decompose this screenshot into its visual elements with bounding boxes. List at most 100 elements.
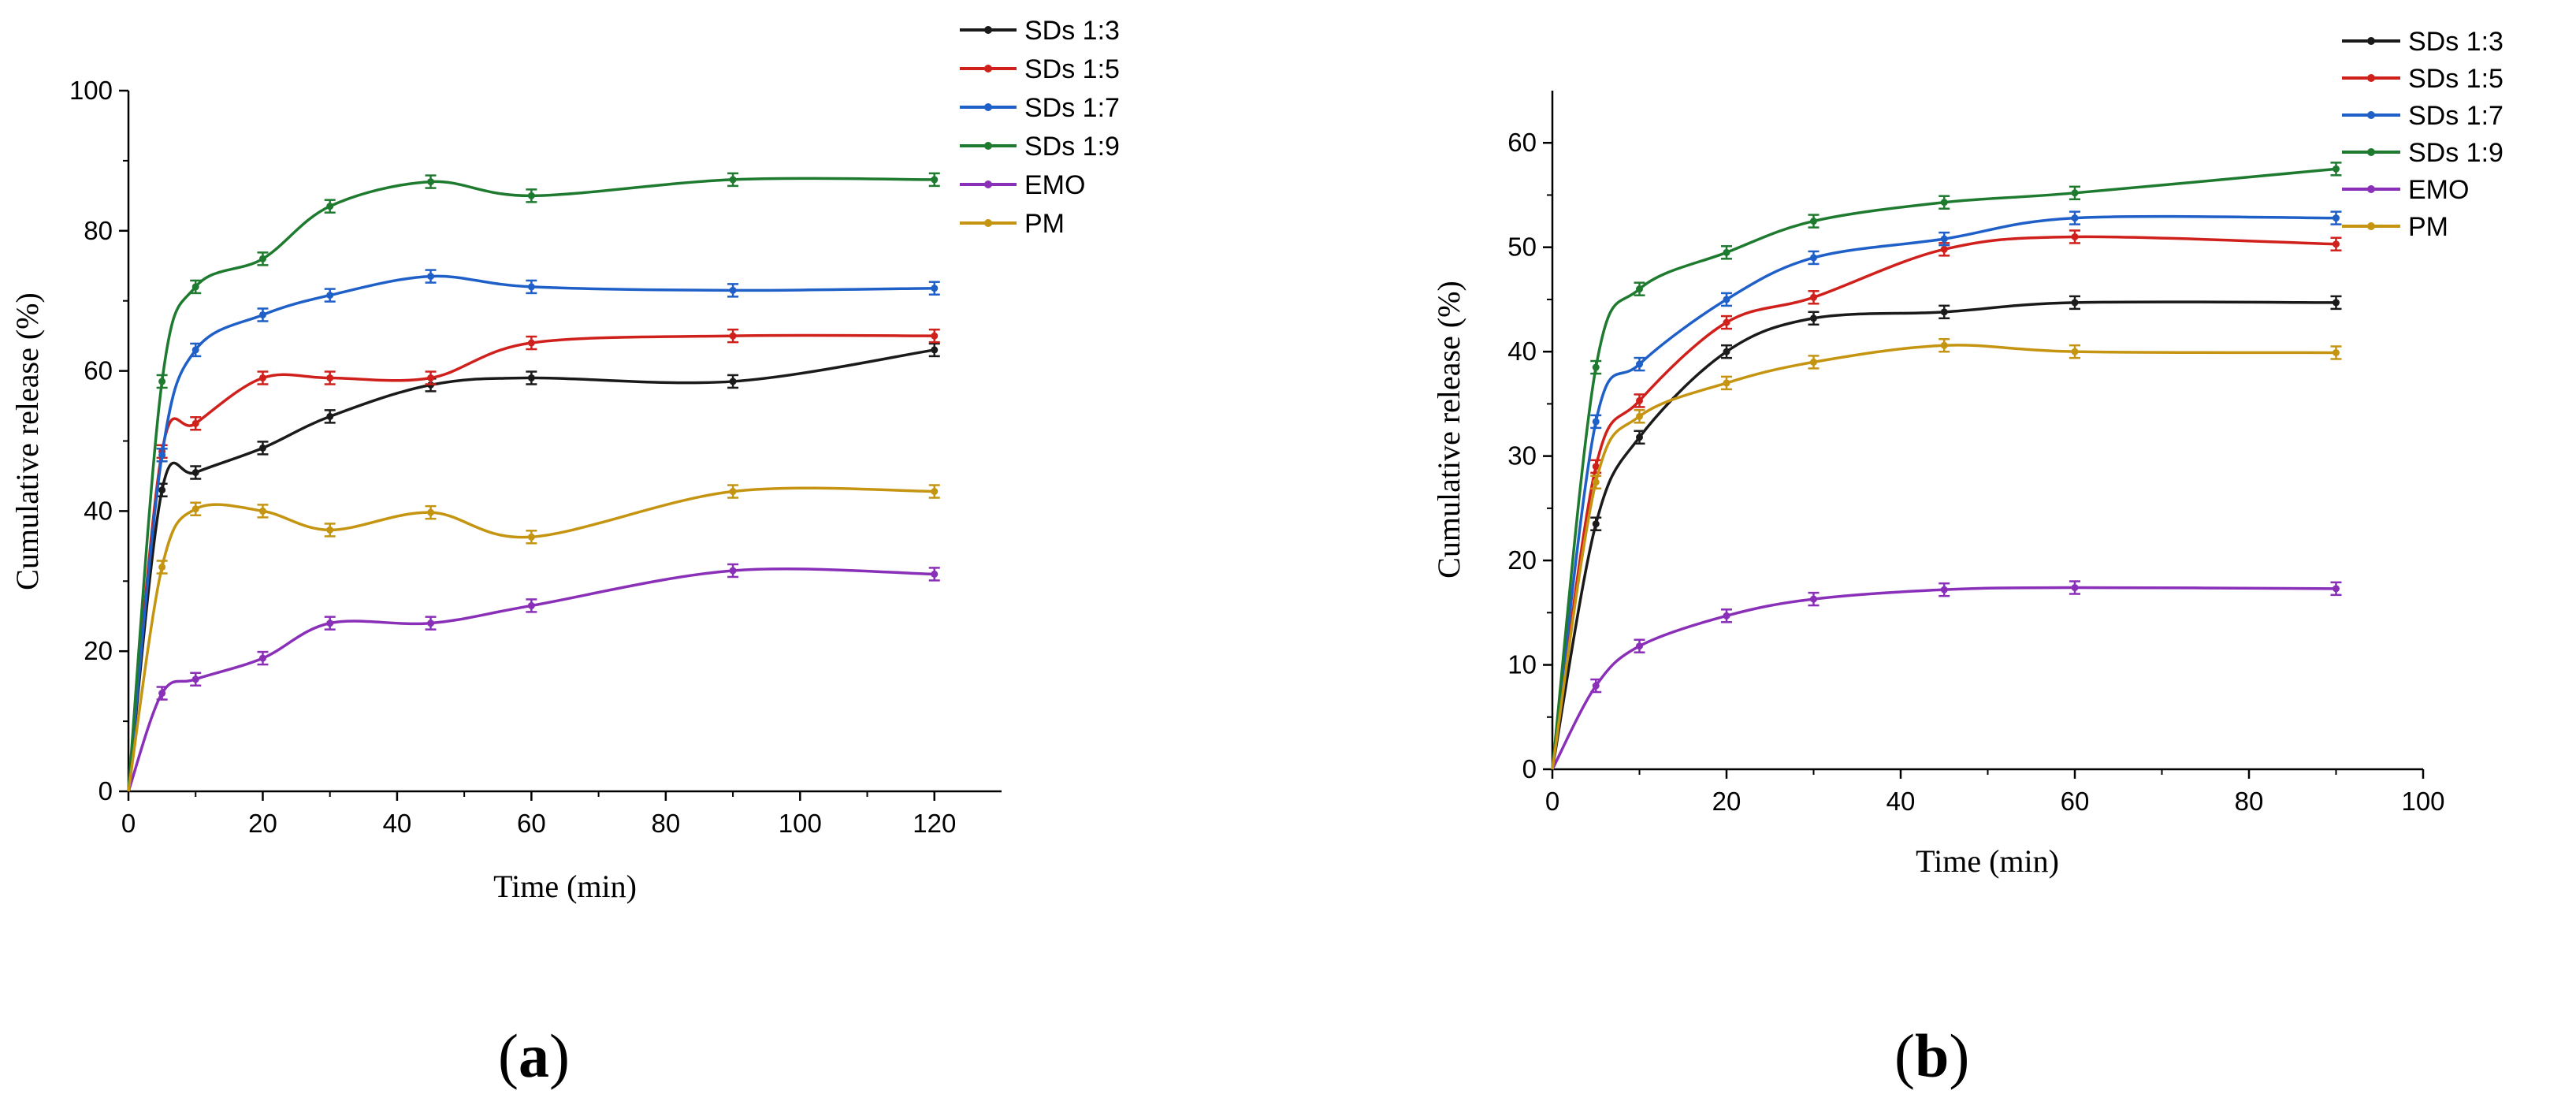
- chart-b-marker: [2071, 584, 2079, 592]
- chart-a-x-tick-label: 80: [651, 809, 680, 838]
- chart-a-series-line-pm: [127, 486, 935, 792]
- chart-a-point-pm: [526, 530, 537, 545]
- chart-a-point-pm: [190, 501, 202, 516]
- chart-a-marker: [191, 675, 199, 683]
- chart-a-point-emo: [928, 567, 940, 582]
- chart-b-marker: [2071, 348, 2079, 355]
- chart-b-marker: [1940, 308, 1948, 316]
- chart-a-x-tick-label: 100: [779, 809, 822, 838]
- chart-b-marker: [2333, 240, 2340, 248]
- chart-b-legend-marker: [2367, 111, 2375, 119]
- chart-a-marker: [258, 654, 266, 662]
- chart-a-point-sds-1-5: [257, 370, 269, 385]
- chart-a-y-tick-label: 20: [84, 636, 113, 665]
- chart-a-point-sds-1-7: [425, 269, 437, 284]
- chart-b-point-sds-1-3: [2069, 295, 2080, 311]
- chart-b-x-tick-label: 20: [1712, 787, 1741, 816]
- chart-a-marker: [427, 273, 435, 281]
- chart-b-marker: [1592, 463, 1600, 471]
- chart-b-x-tick-label: 100: [2401, 787, 2444, 816]
- chart-b-point-emo: [2069, 580, 2080, 595]
- chart-a-point-emo: [257, 650, 269, 666]
- chart-b-marker: [2071, 189, 2079, 197]
- chart-a-point-sds-1-9: [425, 174, 437, 189]
- chart-a-marker: [527, 533, 535, 541]
- chart-a-marker: [258, 374, 266, 381]
- chart-a-y-tick-label: 80: [84, 216, 113, 245]
- chart-b-legend-marker: [2367, 74, 2375, 82]
- chart-a-marker: [729, 488, 737, 496]
- chart-a-marker: [191, 419, 199, 427]
- chart-b-marker: [1723, 348, 1730, 355]
- chart-a-marker: [729, 332, 737, 340]
- chart-b-legend-label: PM: [2408, 212, 2448, 242]
- chart-b-x-tick-label: 60: [2061, 787, 2090, 816]
- chart-b-marker: [1636, 412, 1643, 420]
- chart-a-y-tick-label: 60: [84, 356, 113, 385]
- chart-a-point-sds-1-9: [324, 199, 336, 214]
- chart-a-marker: [326, 526, 334, 534]
- chart-a-marker: [158, 690, 166, 698]
- chart-b-marker: [1636, 396, 1643, 404]
- chart-a-series-line-sds-1-9: [127, 177, 935, 792]
- chart-b-y-tick-label: 0: [1522, 754, 1537, 783]
- chart-a-point-sds-1-3: [928, 342, 940, 358]
- chart-b-point-sds-1-9: [1721, 245, 1732, 260]
- chart-a-point-sds-1-9: [257, 251, 269, 266]
- chart-a-legend-marker: [984, 219, 992, 227]
- chart-b-marker: [1592, 478, 1600, 486]
- chart-a-point-sds-1-5: [324, 370, 336, 385]
- chart-a-legend-marker: [984, 65, 992, 73]
- chart-b-point-sds-1-5: [2069, 229, 2080, 244]
- chart-b-marker: [1810, 314, 1817, 322]
- chart-b-marker: [1810, 218, 1817, 225]
- chart-a-x-tick-label: 60: [517, 809, 546, 838]
- chart-b-y-tick-label: 50: [1507, 233, 1537, 262]
- chart-b-y-tick-label: 20: [1507, 545, 1537, 575]
- chart-a-marker: [326, 374, 334, 381]
- panel-label-a: (a): [498, 1021, 570, 1090]
- chart-a-legend-label: EMO: [1024, 170, 1085, 200]
- chart-a-marker: [191, 283, 199, 291]
- chart-b-marker: [1810, 358, 1817, 366]
- chart-b-marker: [1592, 418, 1600, 426]
- chart-b-marker: [1636, 434, 1643, 441]
- chart-a-series-line-sds-1-5: [127, 333, 935, 792]
- chart-b-legend-entry-emo: EMO: [2342, 175, 2469, 205]
- chart-b-y-axis-label: Cumulative release (%): [1431, 281, 1466, 579]
- chart-b-series-line-emo: [1551, 586, 2336, 770]
- chart-b-series-line-sds-1-9: [1551, 167, 2336, 770]
- chart-b-marker: [2071, 214, 2079, 222]
- chart-b-series-line-sds-1-3: [1551, 300, 2336, 770]
- chart-a-marker: [729, 286, 737, 294]
- chart-a-point-sds-1-3: [727, 374, 739, 389]
- chart-b-legend-marker: [2367, 37, 2375, 45]
- chart-a-marker: [427, 178, 435, 186]
- chart-a-series-line-sds-1-3: [127, 348, 935, 792]
- chart-a-point-emo: [324, 616, 336, 631]
- chart-a-point-sds-1-7: [928, 281, 940, 296]
- chart-b-point-sds-1-7: [2069, 210, 2080, 225]
- chart-b-marker: [1592, 363, 1600, 371]
- chart-b-legend-marker: [2367, 185, 2375, 193]
- chart-b-series-line-sds-1-7: [1551, 214, 2336, 770]
- chart-b-legend-label: SDs 1:7: [2408, 101, 2504, 131]
- panel-label-a-letter: a: [518, 1021, 549, 1090]
- chart-b-point-sds-1-3: [1634, 430, 1645, 445]
- chart-a-legend-entry-pm: PM: [960, 209, 1065, 239]
- chart-a-y-tick-label: 0: [99, 776, 113, 806]
- chart-a-legend-label: SDs 1:3: [1024, 16, 1120, 46]
- chart-b-marker: [1940, 341, 1948, 349]
- chart-b-x-tick-label: 40: [1886, 787, 1916, 816]
- chart-b-marker: [1636, 360, 1643, 368]
- chart-b-x-axis-label: Time (min): [1916, 843, 2059, 879]
- chart-a-legend-marker: [984, 103, 992, 111]
- chart-a-point-sds-1-9: [526, 188, 537, 203]
- chart-b-point-pm: [2069, 344, 2080, 359]
- chart-a-point-sds-1-5: [928, 328, 940, 344]
- chart-a-marker: [729, 567, 737, 575]
- chart-b-point-sds-1-5: [1721, 314, 1732, 330]
- chart-b-marker: [2071, 233, 2079, 240]
- chart-b-marker: [2333, 165, 2340, 173]
- chart-b-point-sds-1-3: [1590, 516, 1602, 531]
